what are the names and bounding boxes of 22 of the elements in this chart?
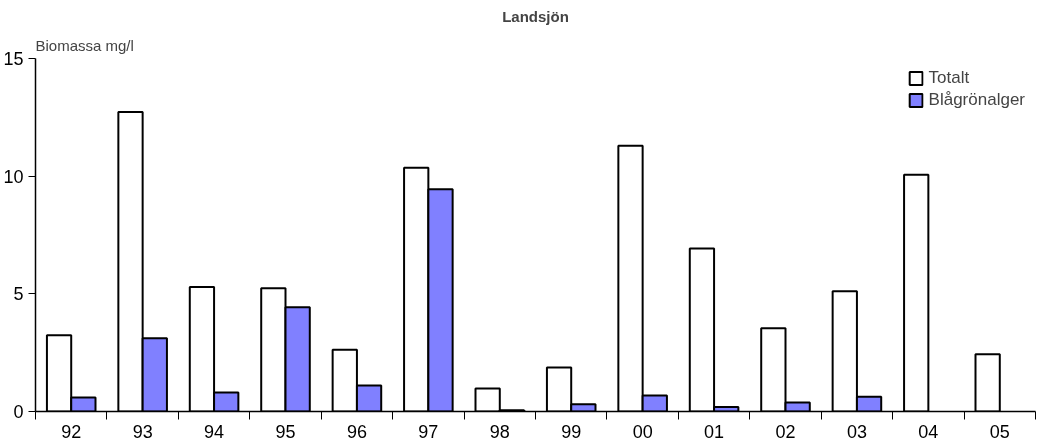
x-tick-label: 01 bbox=[704, 421, 725, 442]
x-tick-label: 00 bbox=[632, 421, 653, 442]
x-tick-label: 03 bbox=[846, 421, 867, 442]
x-tick-label: 05 bbox=[989, 421, 1010, 442]
legend-label: Blågrönalger bbox=[928, 90, 1025, 110]
y-tick-label: 15 bbox=[3, 49, 24, 69]
x-tick-label: 92 bbox=[61, 421, 82, 442]
x-tick-label: 94 bbox=[204, 421, 225, 442]
x-tick-label: 95 bbox=[275, 421, 296, 442]
y-axis-title: Biomassa mg/l bbox=[35, 36, 134, 54]
x-tick-label: 99 bbox=[561, 421, 582, 442]
x-tick-label: 02 bbox=[775, 421, 796, 442]
y-tick-label: 0 bbox=[13, 402, 24, 422]
chart-title: Landsjön bbox=[502, 7, 569, 25]
x-tick-label: 93 bbox=[132, 421, 153, 442]
y-tick-label: 5 bbox=[13, 284, 24, 305]
x-tick-label: 96 bbox=[346, 421, 367, 442]
legend-label: Totalt bbox=[928, 68, 970, 88]
y-tick-label: 10 bbox=[3, 166, 24, 187]
x-tick-label: 04 bbox=[918, 421, 939, 442]
x-tick-label: 98 bbox=[489, 421, 510, 442]
x-tick-label: 97 bbox=[418, 421, 439, 442]
